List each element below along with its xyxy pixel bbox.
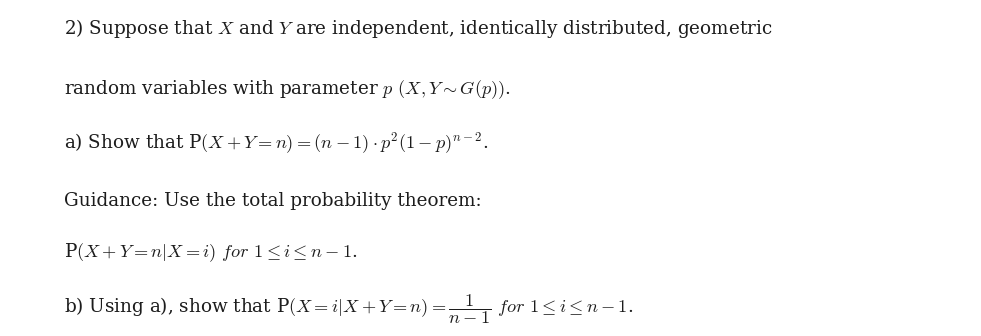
Text: 2) Suppose that $X$ and $Y$ are independent, identically distributed, geometric: 2) Suppose that $X$ and $Y$ are independ… (64, 17, 772, 40)
Text: random variables with parameter $p$ $(X, Y{\sim}G(p))$.: random variables with parameter $p$ $(X,… (64, 78, 510, 101)
Text: b) Using a), show that P$(X = i|X + Y = n) = \dfrac{1}{n-1}$ $for$ $1 \leq i \le: b) Using a), show that P$(X = i|X + Y = … (64, 292, 633, 326)
Text: a) Show that P$(X + Y = n) = (n - 1) \cdot p^2(1 - p)^{n-2}$.: a) Show that P$(X + Y = n) = (n - 1) \cd… (64, 131, 488, 156)
Text: P$(X + Y = n|X = i)$ $for$ $1 \leq i \leq n - 1$.: P$(X + Y = n|X = i)$ $for$ $1 \leq i \le… (64, 241, 357, 264)
Text: Guidance: Use the total probability theorem:: Guidance: Use the total probability theo… (64, 192, 482, 210)
